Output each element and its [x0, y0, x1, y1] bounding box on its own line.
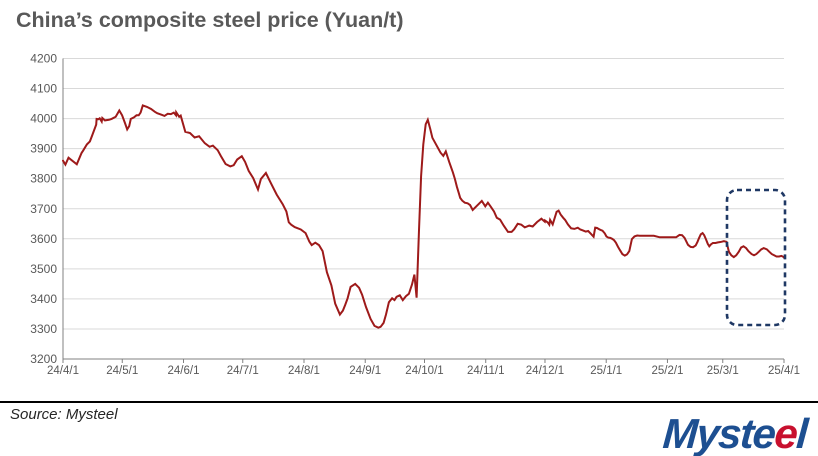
- svg-text:3600: 3600: [30, 232, 57, 246]
- svg-text:24/10/1: 24/10/1: [405, 365, 443, 377]
- svg-text:24/6/1: 24/6/1: [168, 365, 200, 377]
- svg-text:3900: 3900: [30, 142, 57, 156]
- svg-text:3200: 3200: [30, 352, 57, 366]
- svg-text:25/4/1: 25/4/1: [768, 365, 800, 377]
- svg-text:24/11/1: 24/11/1: [467, 365, 505, 377]
- svg-text:24/12/1: 24/12/1: [526, 365, 564, 377]
- svg-text:3700: 3700: [30, 202, 57, 216]
- svg-text:4000: 4000: [30, 112, 57, 126]
- svg-text:25/2/1: 25/2/1: [651, 365, 683, 377]
- svg-text:4100: 4100: [30, 82, 57, 96]
- svg-text:3400: 3400: [30, 292, 57, 306]
- svg-text:3500: 3500: [30, 262, 57, 276]
- svg-text:4200: 4200: [30, 52, 57, 66]
- svg-text:3800: 3800: [30, 172, 57, 186]
- svg-text:24/4/1: 24/4/1: [47, 365, 79, 377]
- svg-text:24/7/1: 24/7/1: [227, 365, 259, 377]
- svg-text:24/5/1: 24/5/1: [106, 365, 138, 377]
- svg-text:25/3/1: 25/3/1: [707, 365, 739, 377]
- svg-text:24/8/1: 24/8/1: [288, 365, 320, 377]
- svg-text:24/9/1: 24/9/1: [349, 365, 381, 377]
- svg-text:25/1/1: 25/1/1: [590, 365, 622, 377]
- svg-text:3300: 3300: [30, 322, 57, 336]
